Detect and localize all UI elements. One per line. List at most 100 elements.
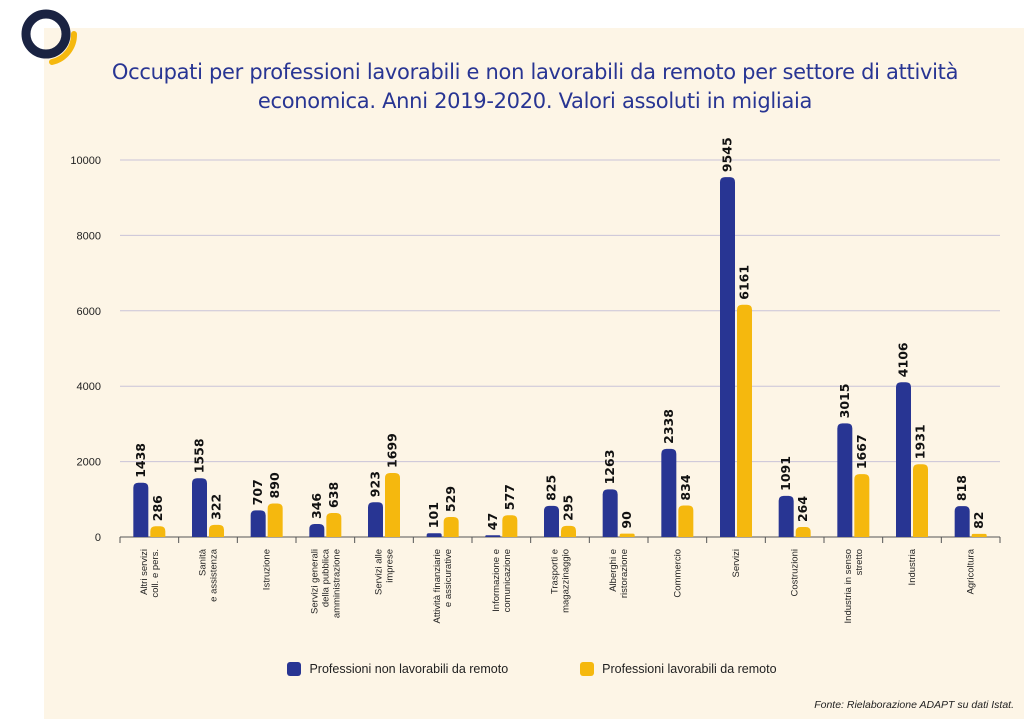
category-label: Alberghi e [608, 549, 619, 592]
bar-remote [971, 533, 987, 537]
bar-remote [854, 474, 870, 537]
bar-remote [443, 517, 459, 537]
bar-remote [326, 512, 342, 537]
bar-non-remote [368, 502, 383, 537]
legend-label-non-remote: Professioni non lavorabili da remoto [309, 662, 509, 676]
bar-chart: 0 2000 4000 6000 8000 10000 1438 286 Altri servi… [70, 137, 1001, 623]
data-label: 577 [502, 484, 517, 510]
category-label: Informazione e [491, 549, 502, 612]
bar-remote [795, 527, 811, 537]
data-label: 1931 [913, 424, 928, 459]
bar-non-remote [837, 423, 853, 537]
y-tick-label: 8000 [77, 230, 101, 242]
category-label: Servizi generali [309, 549, 320, 614]
bar-non-remote [602, 489, 618, 537]
data-label: 90 [619, 511, 634, 529]
data-label: 286 [150, 495, 165, 521]
category-label: e assistenza [209, 548, 220, 602]
data-label: 1091 [778, 456, 793, 491]
data-label: 825 [544, 475, 559, 501]
category-label: e assicurative [443, 549, 454, 607]
bar-remote [913, 464, 928, 537]
source-note: Fonte: Rielaborazione ADAPT su dati Ista… [814, 699, 1014, 711]
bar-non-remote [192, 478, 207, 537]
data-label: 1699 [385, 433, 400, 468]
bar-non-remote [896, 382, 911, 537]
legend-swatch-non-remote [287, 662, 302, 676]
bar-remote [678, 505, 694, 537]
chart-legend: Professioni non lavorabili da remoto Pro… [0, 662, 1024, 676]
category-label: della pubblica [320, 548, 331, 607]
chart-background [44, 28, 1024, 719]
data-label: 638 [326, 482, 341, 508]
data-label: 2338 [661, 409, 676, 444]
category-label: Altri servizi [139, 549, 150, 595]
category-label: Trasporti e [550, 549, 561, 594]
data-label: 923 [368, 471, 383, 497]
bar-non-remote [954, 506, 970, 537]
data-label: 322 [209, 494, 224, 520]
category-label: Sanità [198, 548, 209, 576]
legend-item-remote: Professioni lavorabili da remoto [580, 662, 777, 676]
category-label: comunicazione [502, 549, 513, 612]
adapt-logo [16, 4, 82, 70]
y-tick-label: 4000 [77, 381, 101, 393]
category-label: Agricoltura [966, 548, 977, 594]
bar-non-remote [426, 533, 442, 537]
category-label: Servizi [731, 549, 742, 578]
data-label: 3015 [837, 384, 852, 419]
data-label: 4106 [896, 342, 911, 377]
category-label: Industria [907, 548, 918, 585]
chart-title: Occupati per professioni lavorabili e no… [111, 60, 959, 113]
data-label: 264 [795, 496, 810, 522]
bar-non-remote [133, 482, 149, 537]
y-tick-label: 2000 [77, 457, 101, 469]
y-tick-label: 6000 [77, 306, 101, 318]
category-label: Attività finanziarie [432, 549, 443, 623]
data-label: 47 [485, 513, 500, 530]
category-label: coll. e pers. [150, 549, 161, 598]
data-label: 1558 [192, 438, 207, 473]
data-label: 9545 [720, 137, 735, 172]
category-label: Costruzioni [790, 549, 801, 597]
bar-remote [209, 524, 224, 537]
data-label: 1667 [854, 434, 869, 469]
data-label: 6161 [737, 265, 752, 300]
bar-non-remote [661, 448, 677, 537]
data-label: 101 [426, 502, 441, 528]
data-label: 295 [561, 495, 576, 521]
bar-non-remote [544, 505, 559, 537]
legend-label-remote: Professioni lavorabili da remoto [602, 662, 777, 676]
category-label: magazzinaggio [561, 549, 572, 613]
bar-remote [561, 525, 576, 537]
data-label: 346 [309, 493, 324, 519]
category-label: imprese [385, 549, 396, 583]
bar-remote [150, 526, 166, 537]
category-label: stretto [854, 549, 865, 575]
bar-remote [619, 533, 635, 537]
data-label: 707 [250, 479, 265, 505]
legend-swatch-remote [580, 662, 595, 676]
bar-non-remote [485, 535, 501, 537]
bar-remote [385, 472, 400, 537]
data-label: 529 [443, 486, 458, 512]
data-label: 834 [678, 474, 693, 500]
category-label: Istruzione [262, 549, 273, 590]
legend-item-non-remote: Professioni non lavorabili da remoto [287, 662, 508, 676]
category-label: Industria in senso [843, 549, 854, 623]
data-label: 818 [954, 475, 969, 501]
y-tick-label: 10000 [70, 155, 101, 167]
data-label: 82 [971, 512, 986, 529]
y-tick-label: 0 [95, 532, 101, 544]
bar-remote [267, 503, 283, 537]
data-label: 1438 [133, 443, 148, 478]
category-label: Commercio [672, 549, 683, 598]
bar-remote [502, 515, 518, 537]
data-label: 1263 [602, 450, 617, 485]
bar-non-remote [309, 523, 325, 537]
bar-non-remote [720, 177, 735, 537]
category-label: amministrazione [331, 549, 342, 618]
bar-non-remote [778, 495, 794, 537]
category-label: Servizi alle [374, 549, 385, 595]
data-label: 890 [267, 472, 282, 498]
